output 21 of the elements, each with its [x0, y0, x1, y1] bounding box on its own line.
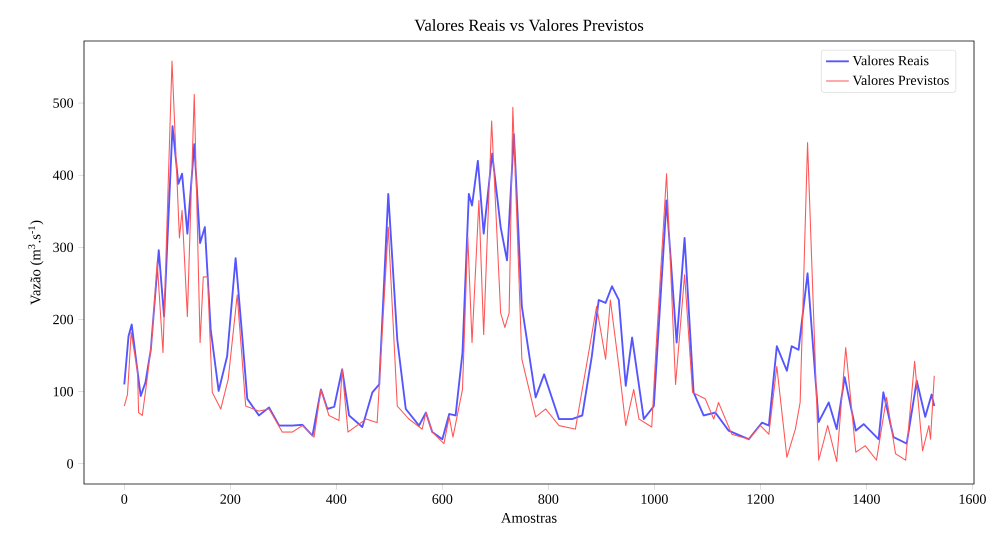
legend-label: Valores Previstos: [852, 75, 949, 86]
y-tick-label: 200: [53, 314, 74, 324]
x-axis-title: Amostras: [501, 512, 557, 523]
chart-title: Valores Reais vs Valores Previstos: [414, 19, 644, 31]
y-axis-title: Vazão (m$^{3}$.s$^{-1}$): [28, 220, 44, 305]
y-tick-label: 0: [67, 459, 74, 469]
legend-label: Valores Reais: [852, 55, 929, 66]
y-tick-label: 400: [52, 170, 74, 180]
x-tick-label: 0: [121, 494, 128, 504]
x-tick-label: 1600: [960, 494, 986, 504]
x-tick-label: 200: [220, 494, 240, 504]
y-tick-label: 500: [53, 98, 74, 108]
x-tick-label: 1200: [748, 494, 774, 504]
x-tick-label: 400: [326, 494, 346, 504]
x-tick-label: 600: [432, 494, 452, 504]
y-tick-label: 100: [54, 386, 74, 396]
line-series: [123, 125, 936, 445]
y-tick-label: 300: [53, 242, 74, 252]
x-tick-label: 1400: [854, 494, 880, 504]
x-tick-label: 800: [538, 494, 558, 504]
x-tick-label: 1000: [642, 494, 668, 504]
